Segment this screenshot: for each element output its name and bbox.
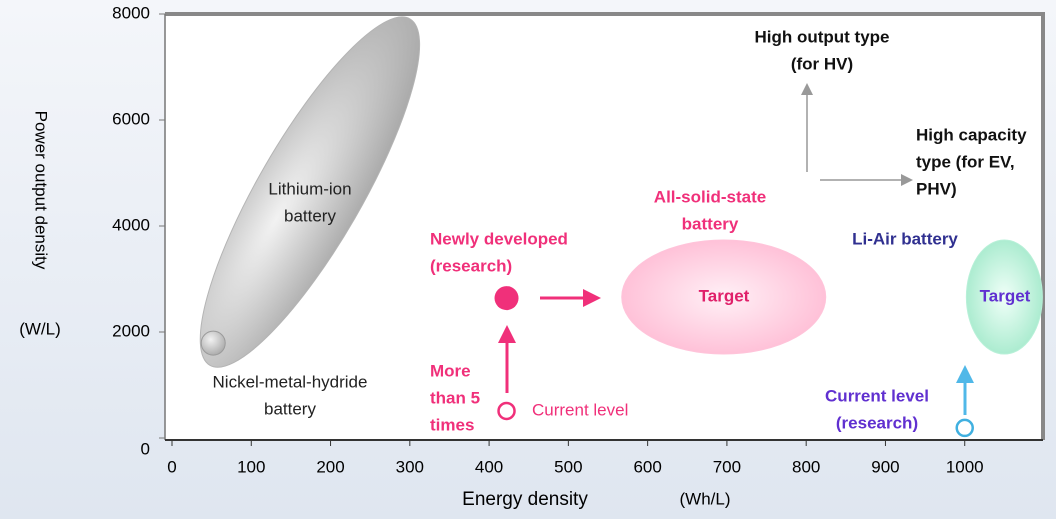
annotation: High capacity (916, 125, 1027, 144)
annotation: Nickel-metal-hydride (213, 372, 368, 391)
x-axis-label: Energy density (462, 489, 588, 510)
annotation: Target (980, 286, 1031, 305)
annotation: Newly developed (430, 229, 568, 248)
annotation: All-solid-state (654, 187, 766, 206)
x-tick-label: 400 (475, 457, 503, 476)
y-axis-unit: (W/L) (19, 319, 61, 338)
x-tick-label: 0 (167, 457, 176, 476)
y-axis-label: Power output density (32, 111, 51, 270)
annotation: (research) (836, 413, 918, 432)
annotation: battery (682, 214, 739, 233)
x-tick-label: 200 (316, 457, 344, 476)
x-tick-label: 700 (713, 457, 741, 476)
y-tick-label: 2000 (112, 321, 150, 340)
annotation: than 5 (430, 388, 480, 407)
annotation: Current level (825, 386, 929, 405)
region (965, 239, 1043, 355)
x-axis-unit: (Wh/L) (680, 489, 731, 508)
annotation: Li-Air battery (852, 229, 958, 248)
x-tick-label: 600 (633, 457, 661, 476)
plot-frame (165, 12, 1045, 440)
annotation: Target (699, 286, 750, 305)
x-tick-label: 100 (237, 457, 265, 476)
annotation: times (430, 415, 474, 434)
annotation: Lithium-ion (268, 179, 351, 198)
point (494, 286, 519, 311)
y-tick-label: 0 (141, 439, 150, 458)
annotation: Current level (532, 400, 628, 419)
annotation: (research) (430, 256, 512, 275)
x-tick-label: 800 (792, 457, 820, 476)
y-tick-label: 4000 (112, 215, 150, 234)
annotation: type (for EV, (916, 152, 1015, 171)
point (200, 330, 226, 356)
y-tick-label: 6000 (112, 109, 150, 128)
x-tick-label: 900 (871, 457, 899, 476)
x-tick-label: 500 (554, 457, 582, 476)
x-tick-label: 300 (396, 457, 424, 476)
point (955, 418, 974, 438)
y-tick-label: 8000 (112, 3, 150, 22)
annotation: High output type (754, 27, 889, 46)
region (199, 16, 421, 368)
annotation: (for HV) (791, 54, 853, 73)
annotation: battery (264, 399, 316, 418)
annotation: PHV) (916, 179, 957, 198)
annotation: battery (284, 206, 336, 225)
point (497, 401, 516, 421)
x-tick-label: 1000 (946, 457, 984, 476)
region (621, 239, 827, 355)
annotation: More (430, 361, 471, 380)
